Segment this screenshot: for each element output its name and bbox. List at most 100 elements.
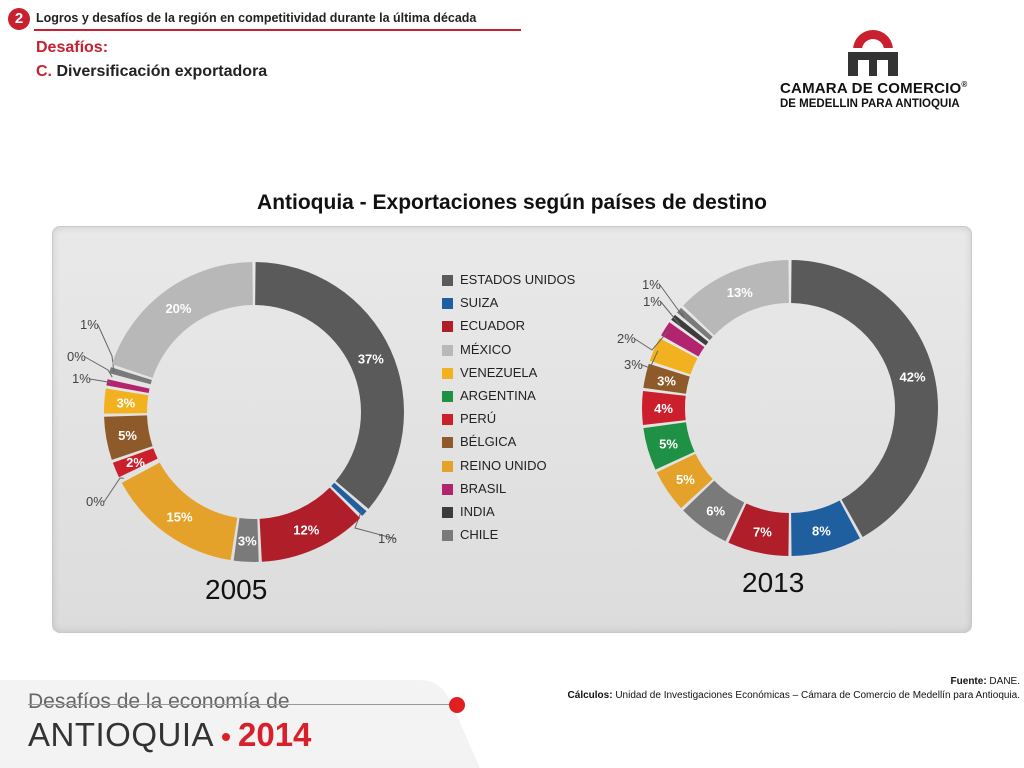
slice-label: 3% [657, 373, 676, 388]
legend-label: SUIZA [460, 295, 499, 311]
slice-label: 5% [659, 436, 678, 451]
fuente-label: Fuente: [950, 676, 987, 687]
slice-label: 15% [167, 510, 193, 525]
slice-label: 5% [676, 472, 695, 487]
donut-slice [331, 482, 367, 516]
donut-slice [259, 487, 361, 562]
label-leader-line [634, 330, 669, 351]
logo-subname: DE MEDELLIN PARA ANTIOQUIA [780, 98, 960, 110]
slice-label: 3% [238, 533, 257, 548]
slice-label: 42% [900, 370, 926, 385]
label-leader-line [97, 324, 115, 372]
footer-background-shape [0, 680, 480, 768]
donut-slice [233, 518, 259, 562]
legend-swatch [442, 460, 453, 472]
slice-label: 3% [116, 396, 135, 411]
donut-slice [121, 462, 238, 561]
legend-label: CHILE [460, 527, 499, 543]
legend-swatch [442, 437, 453, 449]
donut-slice [728, 503, 789, 556]
donut-slice [104, 415, 153, 460]
donut-chart-2005: 37% 1% 12% 3% 15% 0% 2% 5% 3% 1% 0% 1% 20% [67, 262, 405, 562]
footer-tagline: Desafíos de la economía de [28, 690, 290, 713]
label-leader-line [103, 477, 124, 503]
label-leader-line [641, 350, 659, 369]
section-letter: C. [36, 63, 52, 80]
legend-label: PERÚ [460, 411, 497, 427]
slice-label: 13% [727, 285, 753, 300]
slice-label: 12% [293, 522, 319, 537]
donut-slice [649, 338, 698, 375]
logo-registered: ® [961, 80, 968, 89]
donut-slice [661, 322, 705, 357]
slice-label: 7% [753, 524, 772, 539]
legend-swatch [442, 344, 453, 356]
legend-label: REINO UNIDO [460, 457, 547, 473]
donut-slice [683, 480, 745, 542]
donut-slice [683, 260, 789, 336]
donut-slice [671, 314, 709, 346]
logo-name: CAMARA DE COMERCIO® [780, 80, 967, 97]
section-number-badge: 2 [8, 8, 30, 30]
section-text: Diversificación exportadora [52, 63, 268, 80]
chart-title: Antioquia - Exportaciones según países d… [257, 191, 767, 214]
donut-slice [791, 260, 939, 537]
legend-swatch [442, 298, 453, 310]
label-leader-line [660, 301, 681, 326]
donut-slice [791, 500, 860, 556]
slice-label: 5% [118, 428, 137, 443]
calculos-text: Unidad de Investigaciones Económicas – C… [612, 690, 1020, 701]
donut-slice [642, 390, 686, 426]
donut-slice [104, 388, 149, 414]
legend-label: ESTADOS UNIDOS [460, 272, 576, 287]
legend-swatch [442, 483, 453, 495]
slice-label: 3% [624, 357, 643, 372]
legend-label: INDIA [460, 503, 495, 519]
legend-swatch [442, 414, 453, 426]
slice-label: 4% [654, 401, 673, 416]
footer-year: 2014 [238, 716, 312, 753]
donut-slice [112, 448, 158, 478]
slice-label: 0% [67, 349, 86, 364]
label-leader-line [89, 378, 112, 384]
slice-label: 1% [80, 317, 99, 332]
calculos-label: Cálculos: [567, 690, 613, 701]
header-underline [34, 29, 521, 31]
legend-label: ARGENTINA [460, 387, 536, 403]
section-title: C. Diversificación exportadora [36, 63, 267, 81]
legend-swatch [442, 390, 453, 402]
donut-slice [656, 453, 713, 509]
slice-label: 6% [706, 503, 725, 518]
year-label-2013: 2013 [742, 567, 805, 598]
slice-label: 1% [72, 371, 91, 386]
donut-slice [643, 363, 690, 394]
slide-header-title: Logros y desafíos de la región en compet… [36, 11, 477, 25]
donut-slice [676, 307, 713, 341]
slice-label: 1% [642, 277, 661, 292]
legend-swatch [442, 367, 453, 379]
legend-swatch [442, 275, 453, 286]
donut-slice [106, 379, 150, 394]
year-label-2005: 2005 [205, 574, 268, 605]
legend-swatch [442, 506, 453, 518]
label-leader-line [659, 284, 685, 319]
legend-label: BRASIL [460, 480, 507, 496]
legend-label: BÉLGICA [460, 434, 517, 450]
legend-swatch [442, 530, 453, 542]
source-fuente: Fuente: DANE. [951, 676, 1020, 687]
footer-bullet [222, 733, 230, 741]
slice-label: 2% [617, 331, 636, 346]
label-leader-line [354, 510, 397, 540]
slice-label: 1% [643, 294, 662, 309]
camara-comercio-logo-icon [848, 30, 898, 76]
footer-divider [28, 704, 456, 705]
source-calculos: Cálculos: Unidad de Investigaciones Econ… [568, 690, 1020, 701]
slice-label: 0% [86, 494, 105, 509]
donut-chart-2013: 42% 8% 7% 6% 5% 5% 4% 3% 3% 2% 1% 1% 13% [617, 260, 939, 556]
slice-label: 2% [126, 455, 145, 470]
logo-name-text: CAMARA DE COMERCIO [780, 80, 962, 97]
legend-swatch [442, 321, 453, 333]
slice-label: 37% [358, 352, 384, 367]
footer-dot [449, 697, 465, 713]
